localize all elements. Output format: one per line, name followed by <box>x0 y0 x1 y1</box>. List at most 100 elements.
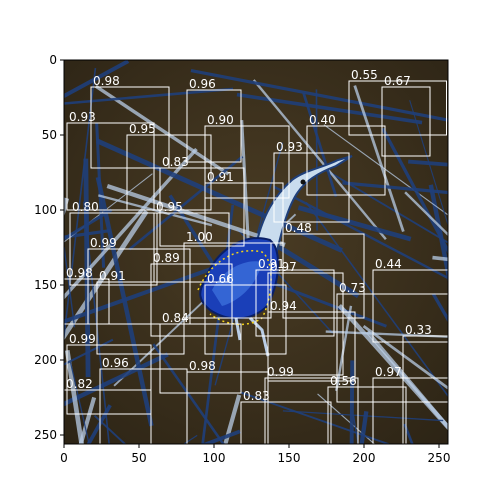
reed-stroke <box>342 181 448 195</box>
detection-rect <box>183 242 272 319</box>
detection-box: 0.91 <box>255 257 335 337</box>
detection-box: 0.99 <box>66 332 152 415</box>
reed-stroke <box>64 228 111 239</box>
detection-score: 0.83 <box>162 155 189 169</box>
detection-score: 0.44 <box>375 257 402 271</box>
detection-box: 0.98 <box>90 74 170 169</box>
detection-score: 0.33 <box>405 323 432 337</box>
detection-rect <box>150 263 233 337</box>
photo: 0.98 0.96 0.55 0.67 0.93 0.95 0.90 0.40 0.93 0.83… <box>64 60 448 444</box>
y-tick-label: 100 <box>34 203 57 217</box>
reed-stroke <box>223 394 242 444</box>
detection-score: 0.67 <box>384 74 411 88</box>
reed-stroke <box>128 155 244 251</box>
detection-score: 0.94 <box>270 299 297 313</box>
detection-rect <box>153 212 230 283</box>
reed-stroke <box>64 338 114 366</box>
detection-score: 0.96 <box>189 77 216 91</box>
reed-stroke <box>94 84 230 176</box>
y-tick-label: 200 <box>34 353 57 367</box>
detection-rect <box>159 323 242 394</box>
reed-stroke <box>64 67 97 344</box>
reed-stroke <box>431 293 448 323</box>
detection-box: 0.48 <box>282 221 365 319</box>
detection-rect <box>273 152 350 223</box>
detection-box: 0.84 <box>159 311 242 394</box>
detection-box: 1.00 <box>183 230 272 319</box>
reed-stroke <box>404 191 448 237</box>
detection-rect <box>90 86 170 169</box>
detection-box: 0.40 <box>306 113 386 196</box>
reed-stroke <box>64 350 85 444</box>
reed-stroke <box>236 92 423 125</box>
detection-score: 0.90 <box>207 113 234 127</box>
x-tick-label: 150 <box>278 451 301 465</box>
reed-stroke <box>64 256 242 324</box>
reed-stroke <box>297 205 412 242</box>
reed-stroke <box>182 434 198 444</box>
detection-rect <box>96 281 185 355</box>
detection-rect <box>126 134 212 211</box>
reed-stroke <box>353 85 405 232</box>
x-tick-label: 250 <box>428 451 451 465</box>
detection-box: 0.67 <box>381 74 431 157</box>
reed-stroke <box>362 324 448 390</box>
x-axis-ticks: 0 50 100 150 200 250 <box>60 444 450 465</box>
detection-score: 0.93 <box>276 140 303 154</box>
heron-neck <box>253 155 353 257</box>
reed-stroke <box>83 201 110 444</box>
detection-score: 0.48 <box>285 221 312 235</box>
detection-box: 0.44 <box>372 257 448 343</box>
reed-stroke <box>321 167 448 244</box>
reed-stroke <box>273 185 448 280</box>
detection-box: 0.95 <box>153 200 230 283</box>
x-tick-label: 200 <box>353 451 376 465</box>
detection-rect <box>64 389 152 444</box>
detection-box: 0.98 <box>186 359 269 444</box>
detection-box: 0.94 <box>267 299 356 382</box>
detection-score: 0.99 <box>69 332 96 346</box>
reed-stroke <box>200 429 241 444</box>
detection-rect <box>327 386 407 444</box>
reed-stroke <box>83 158 91 378</box>
detection-score: 0.96 <box>102 356 129 370</box>
reed-stroke <box>69 361 90 444</box>
reed-stroke <box>240 391 392 444</box>
detection-rect <box>204 125 290 199</box>
detection-box: 0.89 <box>150 251 233 337</box>
detection-box: 0.90 <box>204 113 290 199</box>
detection-box: 0.99 <box>87 236 191 325</box>
heron-eye <box>300 179 306 185</box>
detection-box: 0.93 <box>273 140 350 223</box>
detection-rect <box>186 371 269 444</box>
heron-bird <box>197 155 353 357</box>
reed-stroke <box>64 60 130 99</box>
heron-wing <box>212 261 262 306</box>
detection-score: 0.99 <box>267 365 294 379</box>
detection-score: 0.95 <box>129 122 156 136</box>
heron-legs <box>234 316 270 357</box>
detection-rect <box>267 311 356 382</box>
detection-box: 0.93 <box>66 110 155 211</box>
detection-score: 0.55 <box>351 68 378 82</box>
axes-frame <box>63 59 449 445</box>
detection-rect <box>282 233 365 319</box>
reed-stroke <box>325 330 448 338</box>
x-tick-label: 50 <box>131 451 146 465</box>
detection-score: 0.56 <box>330 374 357 388</box>
y-axis-ticks: 0 50 100 150 200 250 <box>34 53 64 442</box>
reed-stroke <box>349 360 355 444</box>
detection-score: 0.66 <box>207 272 234 286</box>
x-tick-label: 100 <box>203 451 226 465</box>
x-tick-label: 0 <box>60 451 68 465</box>
detection-rect <box>348 80 447 136</box>
detection-score: 0.93 <box>69 110 96 124</box>
detection-rect <box>240 401 332 444</box>
detection-rect <box>204 284 287 355</box>
reed-stroke <box>96 138 343 253</box>
detection-box: 0.66 <box>204 272 287 355</box>
detection-score: 0.99 <box>90 236 117 250</box>
detection-score: 1.00 <box>186 230 213 244</box>
reed-stroke <box>317 393 376 444</box>
detection-box: 0.91 <box>96 269 185 355</box>
